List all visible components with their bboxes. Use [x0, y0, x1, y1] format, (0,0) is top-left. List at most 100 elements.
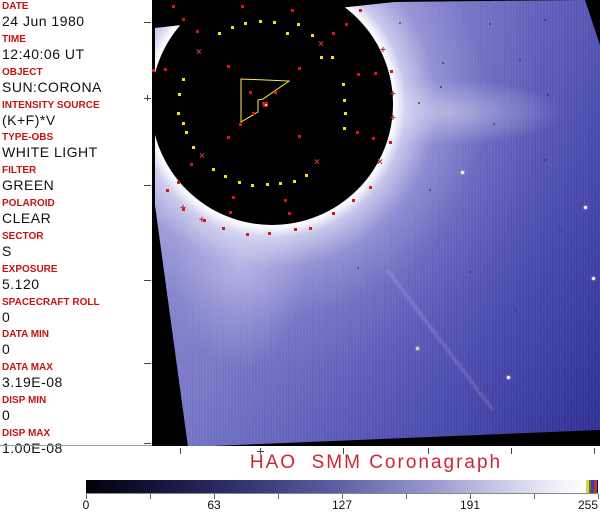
red-cross-mark: ×	[199, 151, 205, 162]
red-plus-mark: +	[199, 215, 205, 226]
reseau-speck	[399, 22, 401, 24]
star-point	[507, 376, 510, 379]
occulter-disk	[152, 0, 393, 225]
sidebar-field: DISP MIN 0	[0, 395, 150, 427]
sidebar-field: POLAROID CLEAR	[0, 198, 150, 230]
colorbar-tick	[214, 494, 215, 499]
red-fiducial-dot	[309, 227, 312, 230]
yellow-fiducial-dot	[293, 180, 296, 183]
red-fiducial-dot	[246, 233, 249, 236]
yellow-fiducial-dot	[286, 32, 289, 35]
image-area: + + + + + × × × × ×	[152, 0, 600, 446]
field-label: DATA MAX	[2, 362, 53, 374]
red-fiducial-dot	[372, 137, 375, 140]
red-fiducial-dot	[332, 32, 335, 35]
colorbar-saturation-stripe	[594, 480, 597, 493]
field-value: GREEN	[2, 177, 55, 194]
left-axis-tick	[144, 185, 151, 186]
bottom-axis-plus	[260, 448, 261, 454]
yellow-fiducial-dot	[266, 183, 269, 186]
red-plus-mark: +	[390, 113, 396, 124]
red-fiducial-dot	[298, 135, 301, 138]
yellow-fiducial-dot	[343, 99, 346, 102]
red-fiducial-dot	[203, 219, 206, 222]
red-fiducial-dot	[196, 30, 199, 33]
red-cross-mark: ×	[196, 47, 202, 58]
reseau-speck	[547, 94, 549, 96]
reseau-speck	[514, 309, 516, 311]
yellow-fiducial-dot	[251, 184, 254, 187]
left-axis-tick	[144, 363, 151, 364]
field-label: EXPOSURE	[2, 263, 58, 275]
red-plus-mark: +	[390, 89, 396, 100]
yellow-fiducial-dot	[344, 112, 347, 115]
bottom-axis-tick	[343, 448, 344, 454]
yellow-fiducial-dot	[279, 182, 282, 185]
colorbar-tick	[470, 494, 471, 499]
red-fiducial-dot	[164, 68, 167, 71]
red-fiducial-dot	[227, 136, 230, 139]
sidebar-field: FILTER GREEN	[0, 165, 150, 197]
star-point	[584, 206, 587, 209]
reseau-speck	[559, 229, 561, 231]
red-fiducial-dot	[298, 67, 301, 70]
reseau-speck	[442, 62, 444, 64]
pointing-polygon	[240, 78, 291, 123]
reseau-speck	[469, 271, 471, 273]
bottom-axis-tick	[594, 448, 595, 454]
sidebar-field: TYPE-OBS WHITE LIGHT	[0, 132, 150, 164]
red-cross-mark: ×	[377, 157, 383, 168]
red-fiducial-dot	[232, 196, 235, 199]
red-fiducial-dot	[229, 211, 232, 214]
field-value: S	[2, 242, 12, 259]
page-title: HAO SMM Coronagraph	[249, 452, 503, 473]
colorbar-tick	[278, 494, 279, 499]
yellow-fiducial-dot	[311, 34, 314, 37]
red-fiducial-dot	[357, 73, 360, 76]
reseau-speck	[418, 102, 420, 104]
reseau-speck	[489, 23, 491, 25]
bottom-axis-tick	[511, 448, 512, 454]
yellow-fiducial-dot	[185, 131, 188, 134]
reseau-speck	[357, 267, 359, 269]
field-label: DISP MIN	[2, 395, 47, 407]
sidebar-field: TIME 12:40:06 UT	[0, 34, 150, 66]
red-fiducial-dot	[369, 186, 372, 189]
sidebar-field: DATA MIN 0	[0, 329, 150, 361]
red-fiducial-dot	[284, 199, 287, 202]
overlay-svg	[240, 78, 291, 123]
reseau-speck	[544, 159, 546, 161]
red-fiducial-dot	[227, 65, 230, 68]
reseau-speck	[440, 86, 442, 88]
sun-center-marker	[263, 102, 268, 107]
left-axis-tick	[144, 22, 151, 23]
field-label: DATE	[2, 1, 29, 12]
yellow-fiducial-dot	[244, 22, 247, 25]
colorbar-saturation-stripe	[589, 480, 591, 493]
colorbar-saturation-stripe	[591, 480, 594, 493]
field-label: OBJECT	[2, 66, 43, 78]
yellow-fiducial-dot	[297, 23, 300, 26]
red-fiducial-dot	[182, 208, 185, 211]
red-fiducial-dot	[222, 227, 225, 230]
yellow-fiducial-dot	[182, 122, 185, 125]
sidebar: DATE 24 Jun 1980 TIME 12:40:06 UT OBJECT SUN:…	[0, 0, 150, 456]
yellow-fiducial-dot	[273, 21, 276, 24]
left-axis-plus	[147, 95, 148, 101]
red-fiducial-dot	[152, 69, 155, 72]
red-fiducial-dot	[390, 70, 393, 73]
red-fiducial-dot	[249, 91, 252, 94]
reseau-speck	[519, 59, 521, 61]
field-value: 0	[2, 308, 11, 325]
reseau-speck	[493, 123, 495, 125]
yellow-star-point	[416, 347, 419, 350]
field-value: 12:40:06 UT	[2, 45, 85, 62]
left-axis-tick	[144, 280, 151, 281]
sidebar-field: DATE 24 Jun 1980	[0, 1, 150, 33]
red-fiducial-dot	[389, 141, 392, 144]
colorbar-tick-label: 63	[207, 498, 221, 512]
red-fiducial-dot	[345, 23, 348, 26]
red-cross-mark: ×	[318, 39, 324, 50]
star-point	[461, 171, 464, 174]
red-fiducial-dot	[288, 212, 291, 215]
